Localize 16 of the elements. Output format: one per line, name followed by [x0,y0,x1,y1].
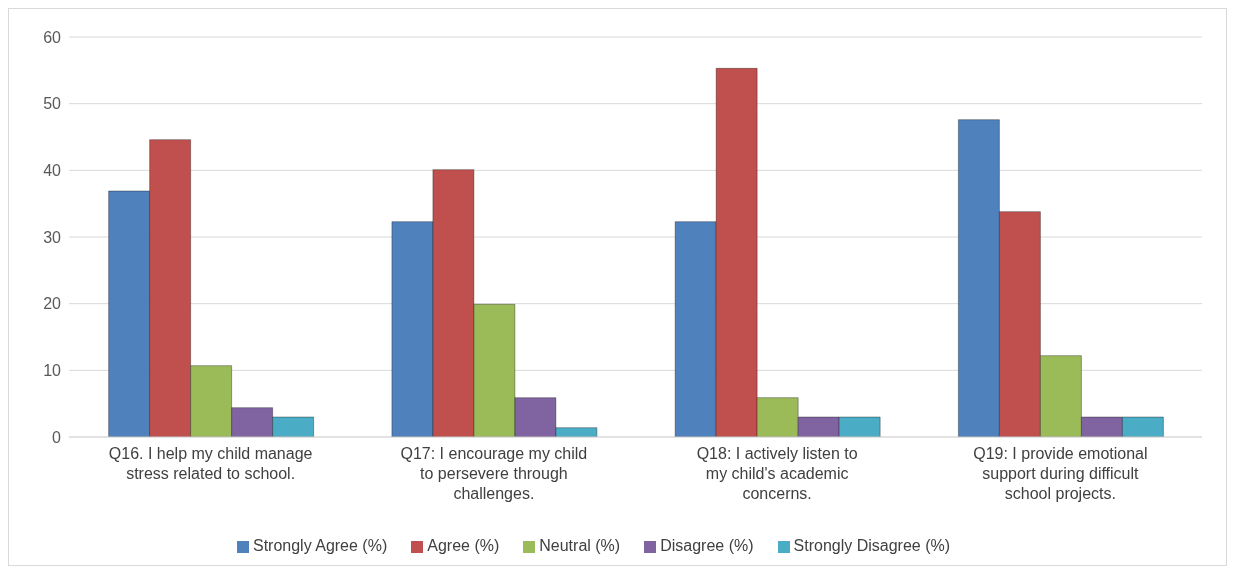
y-tick-label: 20 [43,295,62,313]
legend-label: Neutral (%) [539,537,621,554]
y-tick-label: 50 [43,95,62,113]
x-tick-label: Q19: I provide emotional support during difficult school projects. [973,445,1148,502]
y-tick-label: 40 [43,162,62,180]
y-tick-label: 0 [52,428,62,446]
y-tick-label: 30 [43,228,62,246]
y-tick-label: 10 [43,362,62,380]
legend-label: Strongly Disagree (%) [793,537,951,554]
x-tick-label: Q17: I encourage my child to persevere through challenges. [400,445,588,502]
legend-label: Agree (%) [427,537,500,554]
legend-label: Disagree (%) [660,537,754,554]
y-tick-label: 60 [43,28,62,46]
x-tick-label: Q18: I actively listen to my child's academic concerns. [696,445,858,502]
legend-label: Strongly Agree (%) [252,537,388,554]
x-tick-label: Q16. I help my child manage stress related to school. [108,445,313,482]
